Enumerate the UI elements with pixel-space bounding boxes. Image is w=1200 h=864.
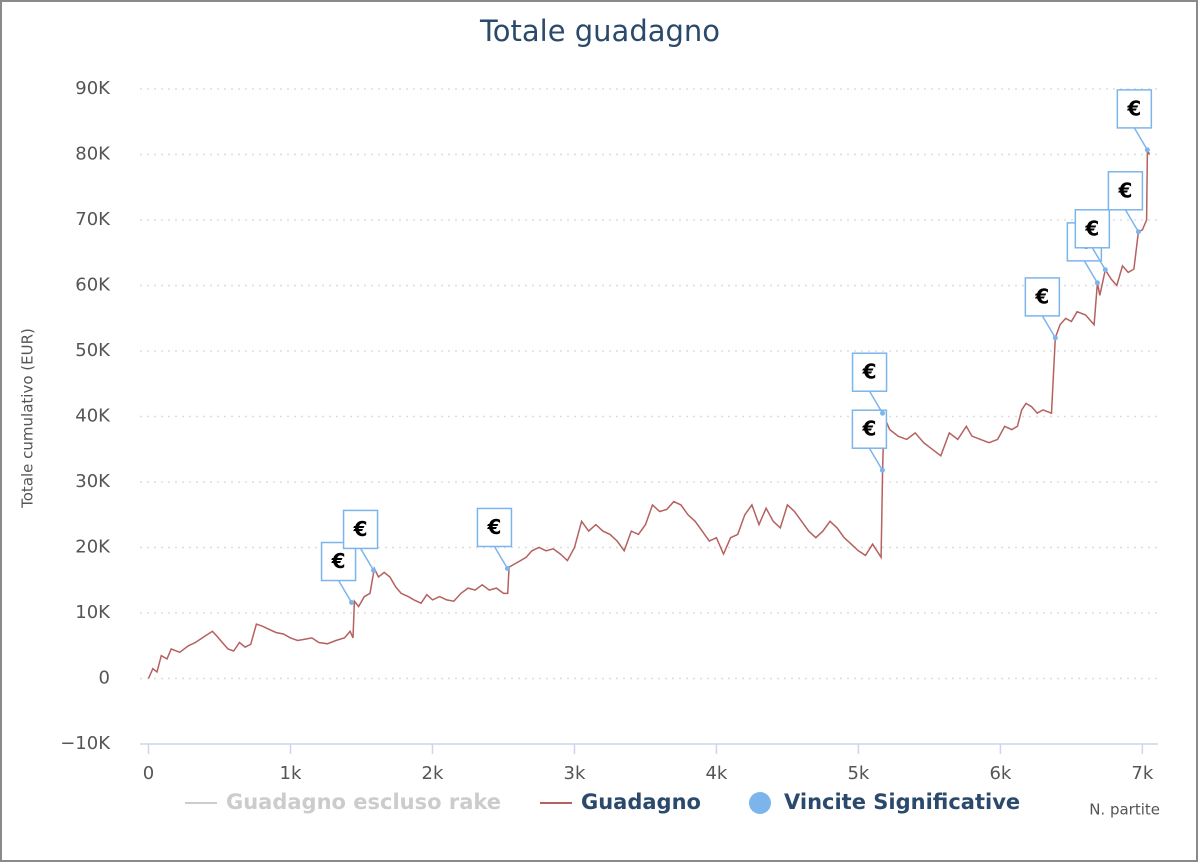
significant-win-point [1094,280,1100,286]
flag-box [1024,277,1061,317]
flag-label: € [331,549,346,573]
flag-connector [1124,209,1140,233]
y-tick-label: 80K [75,144,111,165]
y-tick-label: 40K [75,406,111,427]
flag-box [1107,171,1144,211]
flag-box [851,352,888,392]
flag-label: € [1117,178,1132,202]
flag-box [1074,209,1111,249]
legend-label[interactable]: Guadagno [581,790,701,814]
x-tick-label: 7k [1131,763,1153,784]
x-axis-label: N. partite [1089,801,1160,819]
legend-symbol[interactable] [749,792,771,814]
flag-connector [493,546,509,569]
x-tick-label: 2k [422,763,444,784]
x-tick-label: 3k [564,763,586,784]
y-tick-label: 70K [75,209,111,230]
flag-label: € [353,517,368,541]
flag-connector [359,548,375,571]
significant-win-point [1052,335,1058,341]
significant-win-point [879,467,885,473]
y-tick-label: 20K [75,537,111,558]
y-tick-label: 60K [75,275,111,296]
y-tick-label: −10K [60,733,111,754]
flag-box [342,509,379,550]
significant-win-point [1144,147,1150,153]
y-tick-label: 90K [75,78,111,99]
flag-box [851,409,888,449]
legend-label[interactable]: Guadagno escluso rake [226,790,501,814]
significant-win-point [880,410,886,416]
flag-label: € [862,360,877,384]
x-tick-label: 0 [143,763,154,784]
x-tick-label: 6k [989,763,1011,784]
series-line [147,149,1151,679]
y-tick-label: 10K [75,602,111,623]
flag-label: € [486,515,501,539]
flag-connector [337,580,353,603]
flag-connector [1133,127,1148,151]
chart-title: Totale guadagno [479,14,720,48]
significant-win-point [371,567,377,573]
legend-label[interactable]: Vincite Significative [784,790,1020,814]
significant-win-point [504,565,510,571]
flag-connector [1083,260,1099,284]
flag-label: € [861,417,876,441]
x-tick-label: 1k [280,763,302,784]
x-tick-label: 4k [705,763,727,784]
significant-win-point [1135,229,1141,235]
y-tick-label: 50K [75,340,111,361]
flag-label: € [1126,96,1141,120]
flag-box [476,507,513,548]
y-tick-label: 0 [99,668,110,689]
y-tick-label: 30K [75,471,111,492]
x-tick-label: 5k [847,763,869,784]
flag-connector [1091,247,1106,271]
flag-connector [868,390,884,414]
flag-box [1116,89,1153,129]
significant-win-point [1102,267,1108,273]
y-axis-label: Totale cumulativo (EUR) [19,328,37,509]
significant-win-point [349,600,355,606]
flag-connector [868,447,884,471]
flag-label: € [1034,284,1049,308]
flag-label: € [1084,216,1099,240]
flag-connector [1041,315,1056,339]
